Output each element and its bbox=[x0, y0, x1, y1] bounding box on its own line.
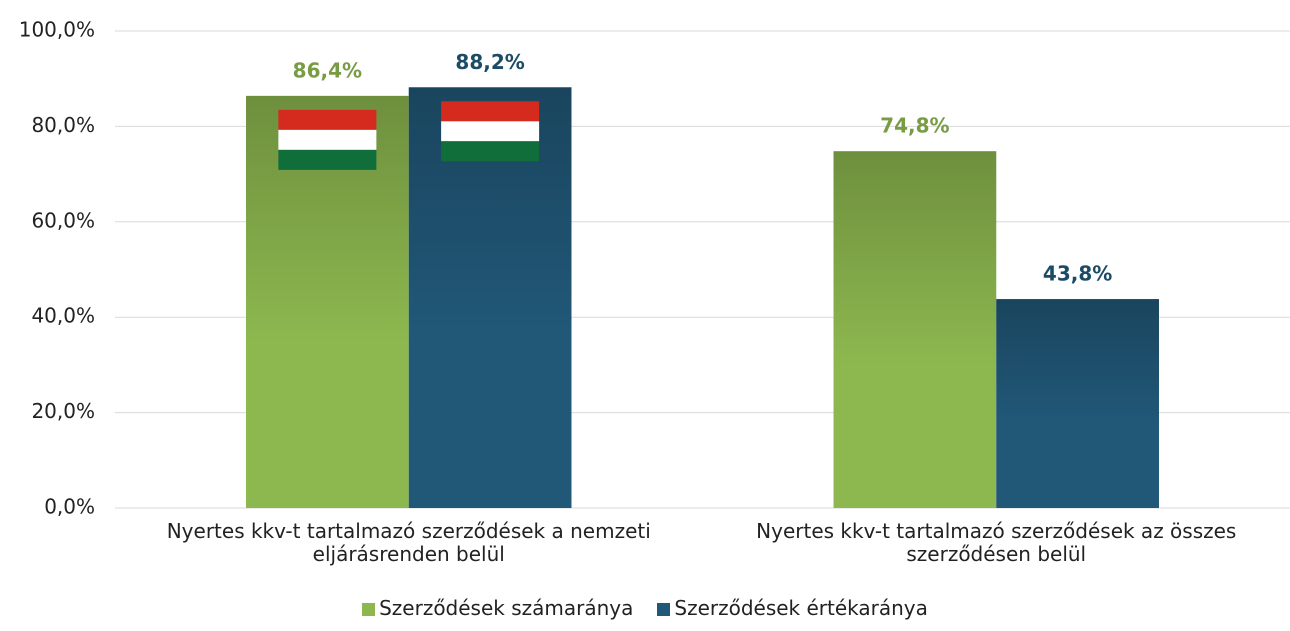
flag-icon bbox=[278, 109, 377, 170]
x-tick-label: Nyertes kkv-t tartalmazó szerződések a n… bbox=[166, 519, 651, 566]
flag-stripe bbox=[278, 129, 377, 150]
y-tick-label: 60,0% bbox=[31, 208, 95, 232]
flag-stripe bbox=[278, 109, 377, 130]
legend-label: Szerződések értékaránya bbox=[674, 596, 928, 620]
y-tick-label: 80,0% bbox=[31, 113, 95, 137]
value-label: 74,8% bbox=[880, 114, 949, 138]
legend-item: Szerződések értékaránya bbox=[657, 596, 928, 620]
x-tick-label: Nyertes kkv-t tartalmazó szerződések az … bbox=[756, 519, 1237, 566]
y-tick-label: 0,0% bbox=[44, 495, 95, 519]
flag-stripe bbox=[441, 101, 540, 122]
legend-swatch bbox=[657, 603, 671, 616]
flag-stripe bbox=[278, 149, 377, 170]
value-label: 86,4% bbox=[293, 58, 362, 82]
y-tick-label: 100,0% bbox=[19, 18, 95, 42]
bar-shade bbox=[833, 151, 997, 509]
legend: Szerződések számaránya Szerződések értéka… bbox=[0, 596, 1290, 620]
flag-stripe bbox=[441, 141, 540, 162]
y-tick-label: 20,0% bbox=[31, 399, 95, 423]
flag-icon bbox=[441, 101, 540, 162]
value-label: 43,8% bbox=[1043, 262, 1112, 286]
legend-label: Szerződések számaránya bbox=[379, 596, 634, 620]
flag-stripe bbox=[441, 121, 540, 142]
y-tick-label: 40,0% bbox=[31, 304, 95, 328]
legend-swatch bbox=[362, 603, 376, 616]
bar-shade bbox=[996, 299, 1159, 508]
legend-item: Szerződések számaránya bbox=[362, 596, 633, 620]
value-label: 88,2% bbox=[455, 50, 524, 74]
